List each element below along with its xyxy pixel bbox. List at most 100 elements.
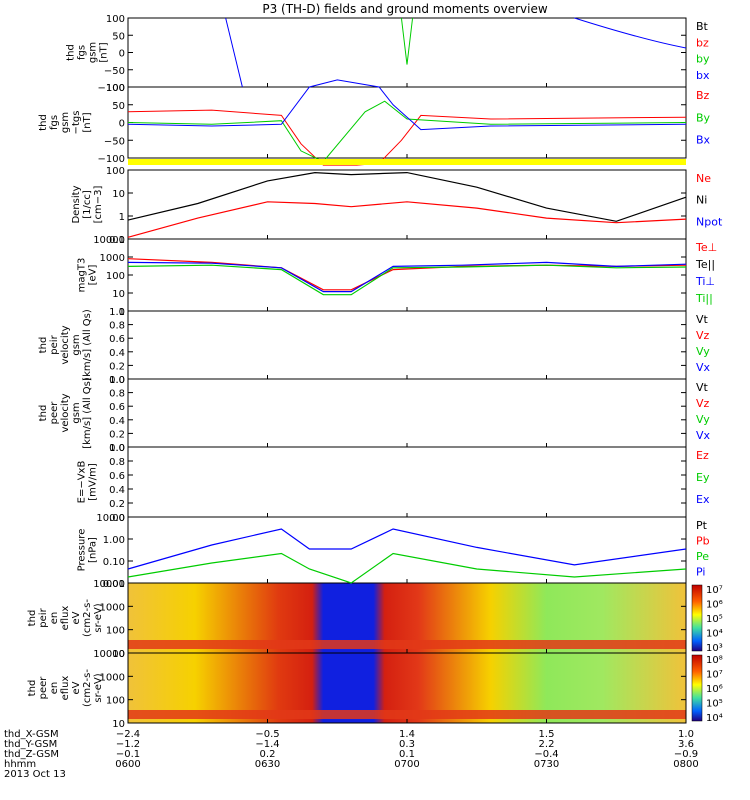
- y-tick-label: 100: [106, 166, 125, 177]
- panel-frame: [127, 86, 687, 159]
- x-tick-value: 0800: [673, 759, 698, 770]
- y-tick-label: 10000: [93, 649, 125, 660]
- legend-Vy: Vy: [696, 345, 710, 358]
- y-tick-label: 1.0: [109, 375, 125, 386]
- date-label: 2013 Oct 13: [4, 769, 66, 780]
- y-axis-label: peer: [49, 401, 60, 425]
- panel-frame: [127, 516, 687, 584]
- colorbar-tick-label: 10⁴: [706, 629, 723, 640]
- colorbar: [691, 584, 703, 652]
- y-axis-label: thd: [38, 114, 49, 131]
- y-tick-label: 0.8: [109, 321, 125, 332]
- legend-Ti⊥: Ti⊥: [695, 275, 715, 288]
- x-tick-value: 0.3: [399, 739, 415, 750]
- legend-Bx: Bx: [696, 134, 711, 147]
- y-axis-label: eflux: [60, 606, 71, 631]
- quality-flag-bar: [128, 159, 686, 165]
- y-tick-label: −100: [98, 83, 125, 94]
- panel-pressure: 10.00 1.00 0.10 0.01 Pressure [nPa] Pt Pb Pe Pi: [77, 513, 710, 590]
- y-tick-label: 100: [106, 271, 125, 282]
- legend-Vx: Vx: [696, 361, 711, 374]
- y-tick-label: 0.6: [109, 334, 125, 345]
- panel-frame: [127, 238, 687, 312]
- x-tick-value: 0730: [534, 759, 559, 770]
- y-axis-label: velocity: [60, 325, 71, 364]
- bfield-top-by: [400, 17, 414, 65]
- y-tick-label: 0.1: [109, 235, 125, 246]
- y-tick-label: 100: [106, 696, 125, 707]
- legend-Vt: Vt: [696, 313, 709, 326]
- panel-density: 100 10 1 0.1 Density [1/cc] [cm−3] Ne Ni Npot: [71, 166, 723, 246]
- panel-fgs-tgs: 100 50 0 −50 −100 thd fgs gsm −tgs [nT] Bz By Bx: [38, 83, 711, 165]
- y-tick-label: −50: [104, 136, 125, 147]
- y-axis-label: thd: [38, 337, 49, 354]
- x-tick-value: 0.2: [260, 749, 276, 760]
- x-row-label: thd_Y-GSM: [4, 739, 57, 750]
- x-row-label: hhmm: [4, 759, 36, 770]
- panel-frame: [127, 446, 687, 518]
- y-tick-label: 10: [112, 189, 125, 200]
- y-tick-label: 0.4: [109, 485, 125, 496]
- y-tick-label: −100: [98, 154, 125, 165]
- y-axis-label: thd: [38, 405, 49, 422]
- y-tick-label: 0.6: [109, 471, 125, 482]
- x-tick-value: −2.4: [116, 729, 140, 740]
- bfield-series: [127, 100, 687, 163]
- y-axis-label: thd: [27, 610, 38, 627]
- y-axis-label: Pressure: [77, 529, 88, 572]
- legend-Vz: Vz: [696, 397, 710, 410]
- y-tick-label: 10000: [93, 579, 125, 590]
- colorbar: [691, 654, 703, 722]
- colorbar-tick-label: 10⁸: [706, 655, 723, 666]
- y-axis-label: [1/cc]: [82, 190, 93, 219]
- colorbar-tick-label: 10⁷: [706, 670, 723, 681]
- y-axis-label: thd: [66, 44, 77, 61]
- y-tick-label: 10: [112, 649, 125, 660]
- colorbar-tick-label: 10³: [706, 643, 723, 654]
- y-tick-label: 50: [112, 31, 125, 42]
- y-axis-label: magT3: [77, 258, 88, 293]
- legend-Bt: Bt: [696, 20, 709, 33]
- x-tick-value: 1.0: [678, 729, 694, 740]
- colorbar-tick-label: 10⁴: [706, 713, 723, 724]
- y-tick-label: 0.0: [109, 513, 125, 524]
- y-axis-label: [nT]: [99, 42, 110, 62]
- colorbar-tick-label: 10⁶: [706, 684, 723, 695]
- series-Ti||: [127, 264, 687, 296]
- y-axis-label: thd: [27, 680, 38, 697]
- legend-Ti||: Ti||: [695, 292, 713, 305]
- y-tick-label: 0.6: [109, 402, 125, 413]
- y-axis-label: fgs: [49, 115, 60, 130]
- panel-frame: [127, 169, 687, 240]
- y-axis-label: en: [49, 612, 60, 625]
- legend-by: by: [696, 53, 710, 66]
- legend-Npot: Npot: [696, 215, 723, 228]
- legend-Pi: Pi: [696, 566, 705, 579]
- legend-Te||: Te||: [695, 258, 715, 271]
- x-tick-value: −0.4: [534, 749, 558, 760]
- x-tick-value: −0.5: [255, 729, 279, 740]
- x-tick-value: −0.9: [674, 749, 698, 760]
- y-axis-label: eV: [71, 611, 82, 624]
- x-tick-value: 3.6: [678, 739, 694, 750]
- legend-Pt: Pt: [696, 519, 708, 532]
- y-axis-label: (cm2-s-: [82, 599, 93, 637]
- y-tick-label: 0.0: [109, 375, 125, 386]
- y-tick-label: 10: [112, 289, 125, 300]
- y-tick-label: 0.8: [109, 457, 125, 468]
- y-tick-label: 1000: [100, 253, 125, 264]
- bfield-top-bx: [225, 17, 243, 88]
- y-tick-label: 1: [119, 307, 125, 318]
- colorbar-tick-label: 10⁶: [706, 600, 723, 611]
- spectrogram-low-energy-band: [128, 710, 686, 719]
- series-Pe: [127, 552, 687, 584]
- y-tick-label: 10000: [93, 235, 125, 246]
- legend-Ey: Ey: [696, 471, 710, 484]
- series-Ti⊥: [127, 261, 687, 293]
- y-axis-label: E=−VxB: [77, 461, 88, 504]
- x-tick-value: −0.1: [116, 749, 140, 760]
- y-axis-label: sr-eV): [93, 603, 104, 632]
- panel-peer-spec: 10⁸ 10⁷ 10⁶ 10⁵ 10⁴ 10000 1000 100 10 thd peer en ef…: [27, 649, 723, 730]
